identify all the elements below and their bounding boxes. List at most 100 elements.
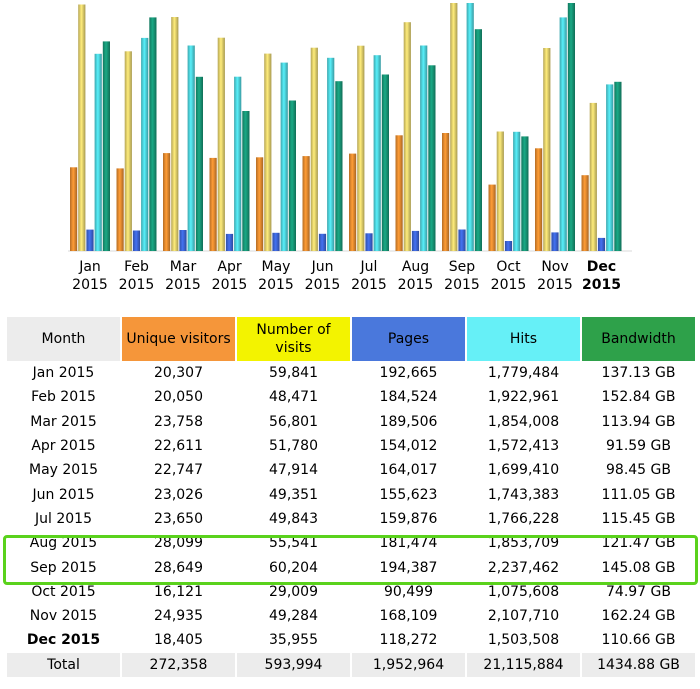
cell-hits: 1,572,413 <box>487 438 560 455</box>
header-unique-visitors: Unique visitors <box>122 317 235 361</box>
cell-visits: 48,471 <box>269 389 318 406</box>
x-label-year-oct: 2015 <box>491 277 527 293</box>
x-label-year-feb: 2015 <box>119 277 155 293</box>
cell-pages: 194,387 <box>379 559 438 576</box>
table-row: Jul 2015 23,650 49,843 159,876 1,766,228 115.… <box>7 507 695 531</box>
bar-visits-apr <box>217 37 225 252</box>
bar-visits-jul <box>357 45 365 252</box>
cell-pages: 164,017 <box>379 462 438 479</box>
x-label-month-may: May <box>262 259 291 275</box>
cell-hits: 1,922,961 <box>487 389 560 406</box>
bar-visitors-jun <box>302 156 310 251</box>
x-label-month-nov: Nov <box>541 259 568 275</box>
bar-visitors-jan <box>70 167 78 251</box>
bar-visits-dec <box>589 102 597 252</box>
bar-pages-oct <box>504 241 513 251</box>
x-label-month-jan: Jan <box>78 259 101 275</box>
cell-visits: 49,284 <box>269 608 318 625</box>
bar-visits-feb <box>124 51 132 251</box>
x-label-month-aug: Aug <box>402 259 429 275</box>
cell-pages: 192,665 <box>379 365 438 382</box>
cell-hits: 1,699,410 <box>487 462 560 479</box>
bar-pages-jul <box>365 233 373 251</box>
x-label-month-dec: Dec <box>587 259 616 275</box>
bar-hits-feb <box>141 37 149 252</box>
cell-pages: 159,876 <box>379 510 438 527</box>
cell-visitors: 23,758 <box>154 413 203 430</box>
bar-visitors-sep <box>442 133 450 251</box>
bar-hits-jul <box>373 55 381 252</box>
bar-visits-aug <box>403 22 411 252</box>
cell-visits: 49,351 <box>269 486 318 503</box>
x-label-year-mar: 2015 <box>165 277 201 293</box>
table-row: Jan 2015 20,307 59,841 192,665 1,779,484 137.… <box>7 361 695 385</box>
bar-pages-sep <box>458 229 466 251</box>
cell-bandwidth: 115.45 GB <box>601 510 676 527</box>
bar-bandwidth-nov <box>567 3 575 251</box>
bar-visits-may <box>264 53 272 251</box>
cell-pages: 90,499 <box>384 583 433 600</box>
cell-bandwidth: 113.94 GB <box>601 413 676 430</box>
cell-hits: 2,237,462 <box>487 559 560 576</box>
cell-month: Apr 2015 <box>31 438 96 455</box>
cell-visitors: 272,358 <box>122 652 235 677</box>
bar-bandwidth-jul <box>381 74 389 251</box>
cell-hits: 1,854,008 <box>487 413 560 430</box>
cell-hits: 1,766,228 <box>487 510 560 527</box>
cell-month: Jul 2015 <box>35 510 92 527</box>
cell-bandwidth: 74.97 GB <box>606 583 671 600</box>
cell-bandwidth: 152.84 GB <box>601 389 676 406</box>
bar-visits-nov <box>543 48 551 251</box>
x-label-month-apr: Apr <box>217 259 241 275</box>
bar-bandwidth-dec <box>614 81 622 251</box>
bar-visits-jan <box>78 4 86 251</box>
cell-pages: 168,109 <box>379 608 438 625</box>
cell-visits: 35,955 <box>269 632 318 649</box>
cell-visitors: 22,747 <box>154 462 203 479</box>
x-label-month-jul: Jul <box>360 259 378 275</box>
cell-bandwidth: 137.13 GB <box>601 365 676 382</box>
table-row: Oct 2015 16,121 29,009 90,499 1,075,608 74.97… <box>7 580 695 604</box>
cell-pages: 189,506 <box>379 413 438 430</box>
bar-pages-may <box>272 232 280 251</box>
cell-bandwidth: 145.08 GB <box>601 559 676 576</box>
cell-visits: 60,204 <box>269 559 318 576</box>
cell-visitors: 23,650 <box>154 510 203 527</box>
bar-hits-may <box>280 62 288 251</box>
cell-month: May 2015 <box>28 462 99 479</box>
table-row: Sep 2015 28,649 60,204 194,387 2,237,462 145.… <box>7 555 695 579</box>
table-row: Feb 2015 20,050 48,471 184,524 1,922,961 152.… <box>7 385 695 409</box>
bar-pages-jan <box>86 229 94 251</box>
bar-visitors-dec <box>581 175 589 251</box>
bar-bandwidth-jun <box>335 81 343 251</box>
cell-bandwidth: 91.59 GB <box>606 438 671 455</box>
cell-month: Mar 2015 <box>30 413 97 430</box>
bar-hits-jun <box>327 57 335 251</box>
table-total-row: Total 272,358 593,994 1,952,964 21,115,884 14… <box>7 652 695 677</box>
cell-hits: 1,779,484 <box>487 365 560 382</box>
x-label-year-dec: 2015 <box>582 277 621 293</box>
bar-hits-apr <box>234 76 242 251</box>
bar-bandwidth-sep <box>474 29 482 252</box>
bar-bandwidth-may <box>288 100 296 251</box>
bar-pages-mar <box>179 230 187 251</box>
cell-visitors: 22,611 <box>154 438 203 455</box>
cell-month: Feb 2015 <box>31 389 96 406</box>
cell-pages: 184,524 <box>379 389 438 406</box>
table-row: Jun 2015 23,026 49,351 155,623 1,743,383 111.… <box>7 482 695 506</box>
table-body: Jan 2015 20,307 59,841 192,665 1,779,484 137.… <box>7 361 695 677</box>
bar-visitors-apr <box>209 157 217 251</box>
table-row: May 2015 22,747 47,914 164,017 1,699,410 98.4… <box>7 458 695 482</box>
table-row: Dec 2015 18,405 35,955 118,272 1,503,508 110.… <box>7 628 695 652</box>
table-row: Aug 2015 28,099 55,541 181,474 1,853,709 121.… <box>7 531 695 555</box>
cell-month: Sep 2015 <box>30 559 97 576</box>
cell-month: Total <box>7 652 120 677</box>
bar-hits-oct <box>513 131 521 251</box>
cell-pages: 181,474 <box>379 535 438 552</box>
table-row: Mar 2015 23,758 56,801 189,506 1,854,008 113.… <box>7 410 695 434</box>
x-label-year-nov: 2015 <box>537 277 573 293</box>
bar-bandwidth-jan <box>102 41 110 252</box>
bar-bandwidth-feb <box>149 17 157 252</box>
cell-visits: 47,914 <box>269 462 318 479</box>
bar-visitors-oct <box>488 184 496 251</box>
